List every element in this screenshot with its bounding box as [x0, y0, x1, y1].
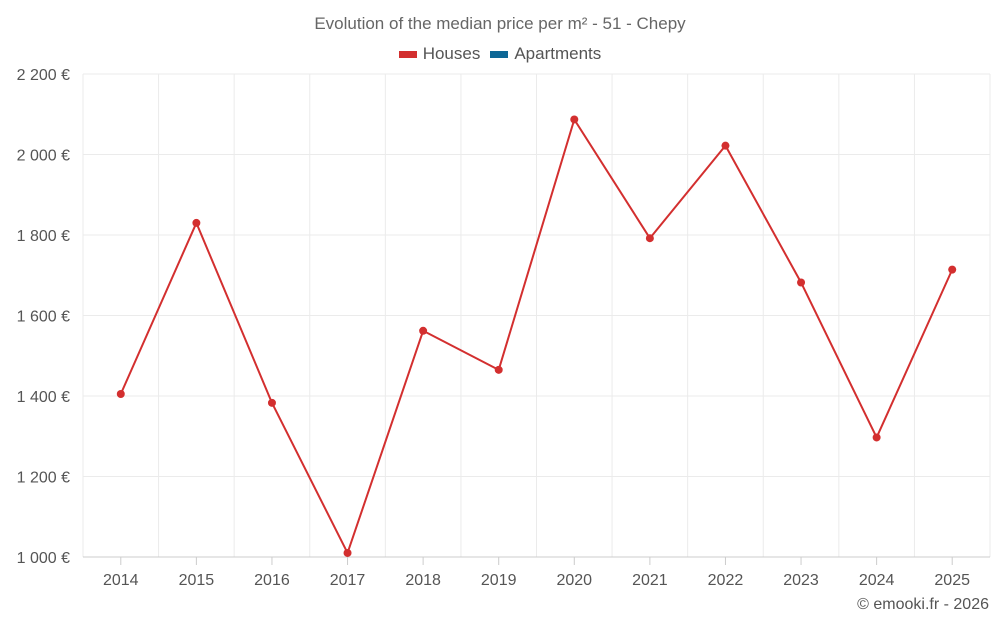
data-point-houses — [570, 115, 579, 124]
series-line-houses — [119, 118, 954, 554]
data-point-houses — [267, 398, 276, 407]
y-tick-label: 1 000 € — [17, 550, 70, 567]
legend-label-houses: Houses — [422, 44, 481, 63]
legend-item-houses[interactable]: Houses — [398, 44, 481, 64]
data-point-houses — [948, 265, 957, 274]
y-tick-label: 1 400 € — [17, 389, 70, 406]
x-tick-label: 2016 — [254, 572, 290, 589]
series — [116, 115, 957, 557]
x-tick-label: 2014 — [103, 572, 139, 589]
x-tick-label: 2018 — [405, 572, 441, 589]
credit-text: © emooki.fr - 2026 — [857, 596, 989, 613]
legend-label-apartments: Apartments — [514, 44, 602, 63]
legend: Houses Apartments — [0, 44, 1000, 64]
legend-swatch-houses — [398, 50, 417, 58]
data-point-houses — [797, 278, 806, 287]
y-tick-label: 2 000 € — [17, 148, 70, 165]
data-point-houses — [645, 234, 654, 243]
x-tick-label: 2023 — [783, 572, 819, 589]
x-tick-label: 2017 — [330, 572, 366, 589]
axes: 1 000 € 1 200 € 1 400 € 1 600 € 1 800 € 2 000… — [17, 67, 990, 589]
y-tick-label: 1 200 € — [17, 470, 70, 487]
data-point-houses — [721, 141, 730, 150]
data-point-houses — [192, 218, 201, 227]
x-tick-label: 2022 — [708, 572, 744, 589]
data-point-houses — [343, 548, 352, 557]
x-tick-label: 2020 — [556, 572, 592, 589]
x-tick-label: 2024 — [859, 572, 895, 589]
data-point-houses — [494, 365, 503, 374]
x-tick-label: 2021 — [632, 572, 668, 589]
legend-item-apartments[interactable]: Apartments — [490, 44, 601, 64]
data-point-houses — [872, 433, 881, 442]
data-point-houses — [419, 326, 428, 335]
x-tick-label: 2025 — [934, 572, 970, 589]
legend-swatch-apartments — [490, 50, 509, 58]
y-tick-label: 1 600 € — [17, 309, 70, 326]
chart-title: Evolution of the median price per m² - 5… — [314, 14, 686, 33]
x-tick-label: 2019 — [481, 572, 517, 589]
data-point-houses — [116, 389, 125, 398]
x-tick-label: 2015 — [179, 572, 215, 589]
grid — [82, 73, 991, 557]
y-tick-label: 1 800 € — [17, 228, 70, 245]
y-tick-label: 2 200 € — [17, 67, 70, 84]
